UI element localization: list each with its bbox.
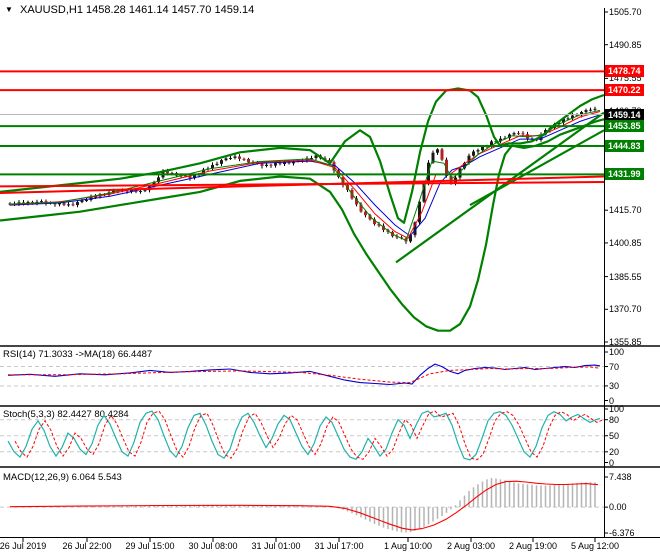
symbol-dropdown-arrow[interactable]: ▼ <box>5 5 13 14</box>
chart-title: ▼ XAUUSD,H1 1458.28 1461.14 1457.70 1459… <box>5 4 254 16</box>
symbol-label: XAUUSD,H1 <box>19 4 83 16</box>
ohlc-values: 1458.28 1461.14 1457.70 1459.14 <box>86 4 255 16</box>
rsi-indicator-label: RSI(14) 71.3033 ->MA(18) 66.4487 <box>3 349 153 360</box>
stoch-indicator-label: Stoch(5,3,3) 82.4427 80.4284 <box>3 409 129 420</box>
macd-indicator-label: MACD(12,26,9) 6.064 5.543 <box>3 472 122 483</box>
